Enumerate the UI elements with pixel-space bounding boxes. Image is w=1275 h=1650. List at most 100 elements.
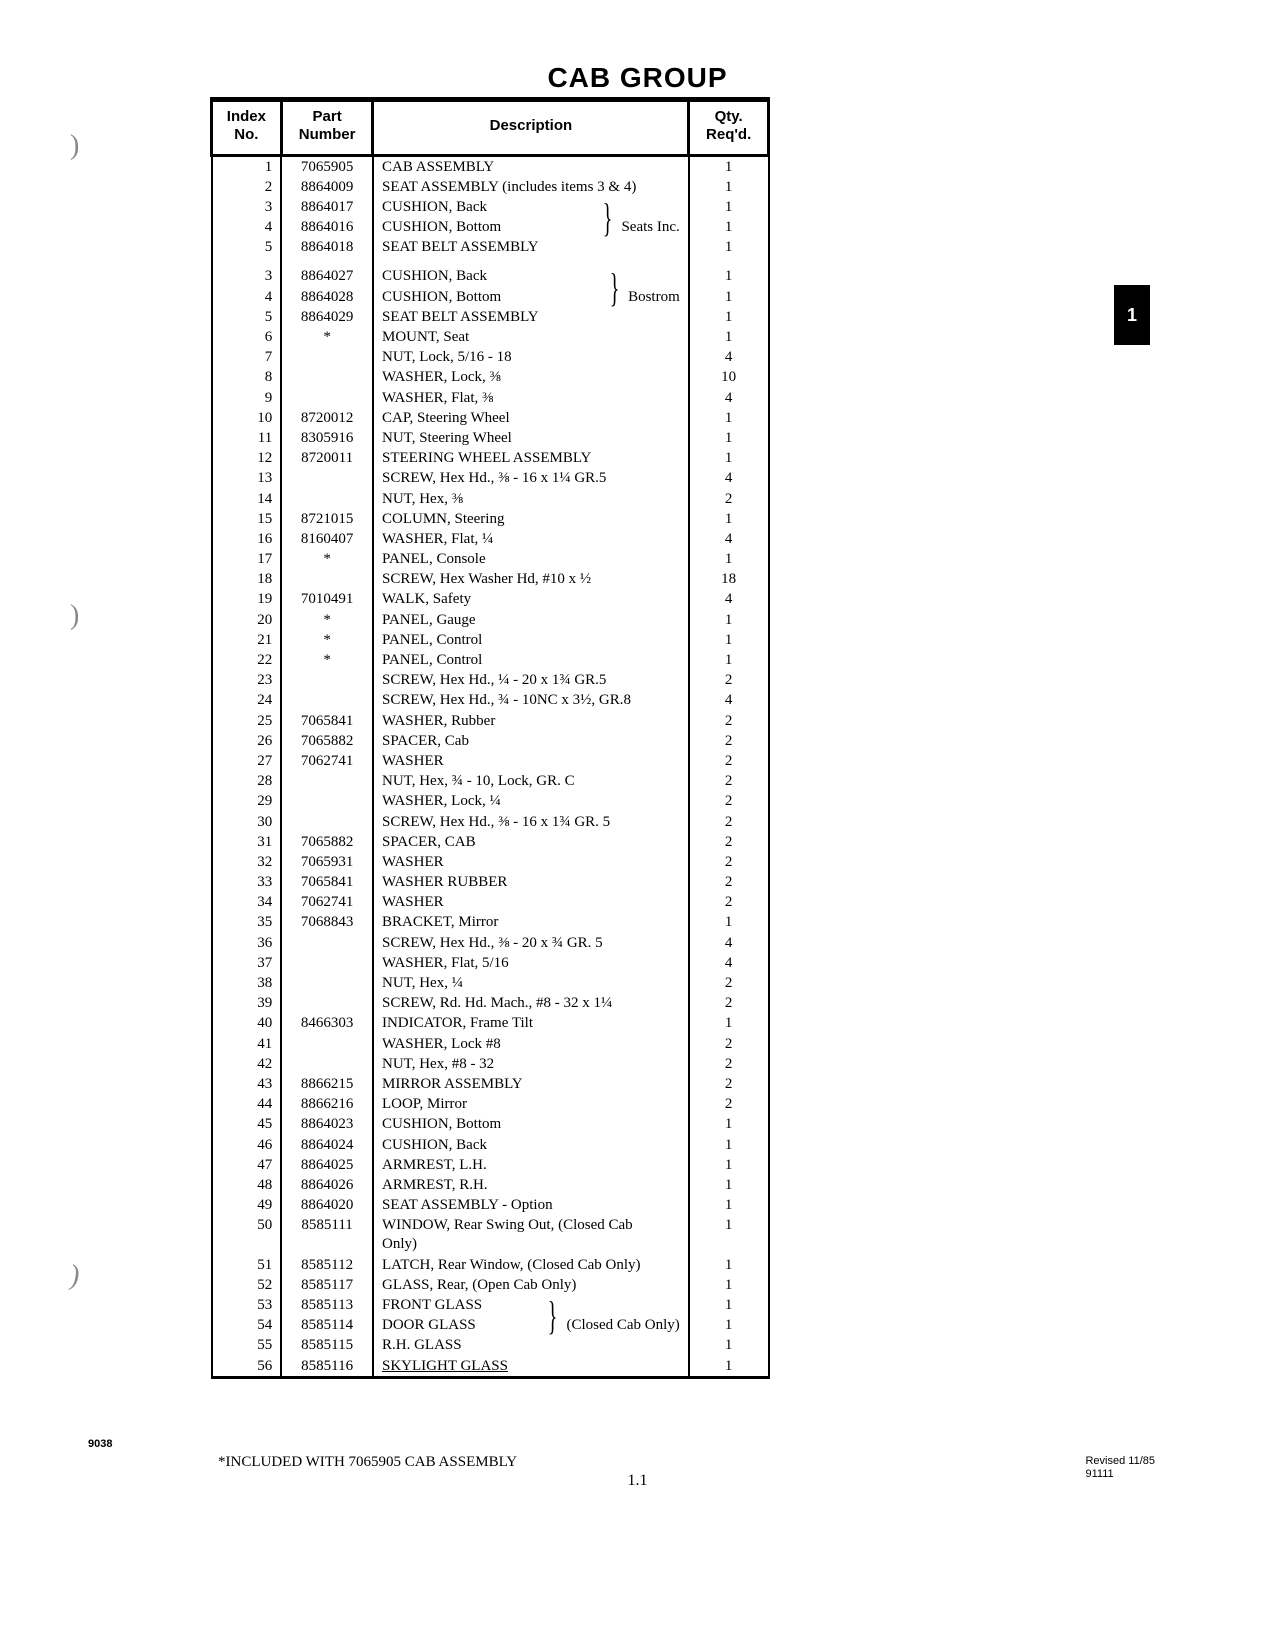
cell-partnum — [281, 691, 373, 711]
table-row: 6*MOUNT, Seat1 — [212, 328, 769, 348]
cell-partnum: 8864023 — [281, 1115, 373, 1135]
cell-qty: 1 — [689, 287, 769, 307]
cell-partnum — [281, 994, 373, 1014]
cell-partnum: 7065882 — [281, 832, 373, 852]
cell-description: SCREW, Hex Washer Hd, #10 x ½ — [373, 570, 689, 590]
cell-partnum — [281, 933, 373, 953]
cell-partnum: 7065882 — [281, 731, 373, 751]
cell-description: NUT, Lock, 5/16 - 18 — [373, 348, 689, 368]
cell-description: CAP, Steering Wheel — [373, 408, 689, 428]
cell-partnum: 7065931 — [281, 852, 373, 872]
cell-qty: 4 — [689, 388, 769, 408]
table-row: 18SCREW, Hex Washer Hd, #10 x ½18 — [212, 570, 769, 590]
cell-description: CUSHION, Bottom}Seats Inc. — [373, 218, 689, 238]
cell-index: 8 — [212, 368, 282, 388]
cell-description: SCREW, Rd. Hd. Mach., #8 - 32 x 1¼ — [373, 994, 689, 1014]
table-row: 20*PANEL, Gauge1 — [212, 610, 769, 630]
cell-description: WASHER, Lock #8 — [373, 1034, 689, 1054]
cell-description: SCREW, Hex Hd., ⅜ - 16 x 1¼ GR.5 — [373, 469, 689, 489]
cell-partnum: 7065905 — [281, 156, 373, 178]
cell-qty: 1 — [689, 408, 769, 428]
cell-index: 9 — [212, 388, 282, 408]
group-note: }(Closed Cab Only) — [539, 1316, 680, 1335]
table-row: 408466303INDICATOR, Frame Tilt1 — [212, 1014, 769, 1034]
cell-qty: 4 — [689, 590, 769, 610]
cell-partnum: 8864029 — [281, 307, 373, 327]
cell-qty: 1 — [689, 1014, 769, 1034]
cell-qty: 2 — [689, 1074, 769, 1094]
table-row: 48864028CUSHION, Bottom}Bostrom1 — [212, 287, 769, 307]
cell-qty: 4 — [689, 469, 769, 489]
page-title: CAB GROUP — [0, 62, 1275, 94]
footnote: *INCLUDED WITH 7065905 CAB ASSEMBLY — [218, 1454, 517, 1471]
cell-qty: 1 — [689, 267, 769, 287]
cell-qty: 4 — [689, 529, 769, 549]
cell-partnum — [281, 974, 373, 994]
table-row: 22*PANEL, Control1 — [212, 651, 769, 671]
cell-description: NUT, Hex, ⅜ — [373, 489, 689, 509]
table-row: 168160407WASHER, Flat, ¼4 — [212, 529, 769, 549]
table-row: 30SCREW, Hex Hd., ⅜ - 16 x 1¾ GR. 52 — [212, 812, 769, 832]
cell-description: WASHER — [373, 852, 689, 872]
table-row: 548585114DOOR GLASS}(Closed Cab Only)1 — [212, 1316, 769, 1336]
cell-description: CAB ASSEMBLY — [373, 156, 689, 178]
cell-qty: 1 — [689, 307, 769, 327]
cell-qty: 4 — [689, 691, 769, 711]
cell-index: 27 — [212, 751, 282, 771]
table-row: 327065931WASHER2 — [212, 852, 769, 872]
table-row: 8WASHER, Lock, ⅜10 — [212, 368, 769, 388]
col-index: IndexNo. — [212, 101, 282, 156]
cell-qty: 1 — [689, 630, 769, 650]
cell-qty: 2 — [689, 731, 769, 751]
table-row: 568585116SKYLIGHT GLASS1 — [212, 1356, 769, 1378]
cell-description: GLASS, Rear, (Open Cab Only) — [373, 1275, 689, 1295]
cell-partnum: 8585113 — [281, 1296, 373, 1316]
cell-index: 26 — [212, 731, 282, 751]
cell-qty: 2 — [689, 873, 769, 893]
cell-partnum: 7065841 — [281, 711, 373, 731]
cell-description: WASHER RUBBER — [373, 873, 689, 893]
cell-index: 6 — [212, 328, 282, 348]
cell-index: 22 — [212, 651, 282, 671]
cell-qty: 18 — [689, 570, 769, 590]
cell-qty: 1 — [689, 1275, 769, 1295]
cell-description: WASHER, Lock, ¼ — [373, 792, 689, 812]
cell-partnum: 7010491 — [281, 590, 373, 610]
cell-index: 40 — [212, 1014, 282, 1034]
cell-partnum: 8305916 — [281, 428, 373, 448]
table-row: 498864020SEAT ASSEMBLY - Option1 — [212, 1196, 769, 1216]
cell-qty: 2 — [689, 1095, 769, 1115]
cell-description: WASHER, Lock, ⅜ — [373, 368, 689, 388]
cell-index: 4 — [212, 287, 282, 307]
cell-partnum — [281, 489, 373, 509]
table-row: 538585113FRONT GLASS1 — [212, 1296, 769, 1316]
table-row: 438866215MIRROR ASSEMBLY2 — [212, 1074, 769, 1094]
cell-description: STEERING WHEEL ASSEMBLY — [373, 449, 689, 469]
group-note: }Bostrom — [601, 288, 680, 307]
cell-qty: 1 — [689, 1175, 769, 1195]
cell-partnum: 8864028 — [281, 287, 373, 307]
cell-partnum: 8864027 — [281, 267, 373, 287]
cell-index: 18 — [212, 570, 282, 590]
cell-index: 12 — [212, 449, 282, 469]
cell-index: 48 — [212, 1175, 282, 1195]
cell-description: R.H. GLASS — [373, 1336, 689, 1356]
cell-partnum: * — [281, 550, 373, 570]
cell-qty: 1 — [689, 1155, 769, 1175]
cell-partnum — [281, 570, 373, 590]
cell-partnum: 8720012 — [281, 408, 373, 428]
cell-partnum: 8864017 — [281, 197, 373, 217]
cell-description: FRONT GLASS — [373, 1296, 689, 1316]
table-row: 28864009SEAT ASSEMBLY (includes items 3 … — [212, 177, 769, 197]
cell-index: 3 — [212, 267, 282, 287]
table-row: 17065905CAB ASSEMBLY1 — [212, 156, 769, 178]
cell-qty: 1 — [689, 1135, 769, 1155]
cell-index: 24 — [212, 691, 282, 711]
group-note: }Seats Inc. — [594, 218, 680, 237]
cell-description: COLUMN, Steering — [373, 509, 689, 529]
table-row: 488864026ARMREST, R.H.1 — [212, 1175, 769, 1195]
margin-mark: ) — [70, 130, 79, 162]
cell-partnum — [281, 388, 373, 408]
cell-partnum — [281, 1054, 373, 1074]
cell-partnum: 8720011 — [281, 449, 373, 469]
